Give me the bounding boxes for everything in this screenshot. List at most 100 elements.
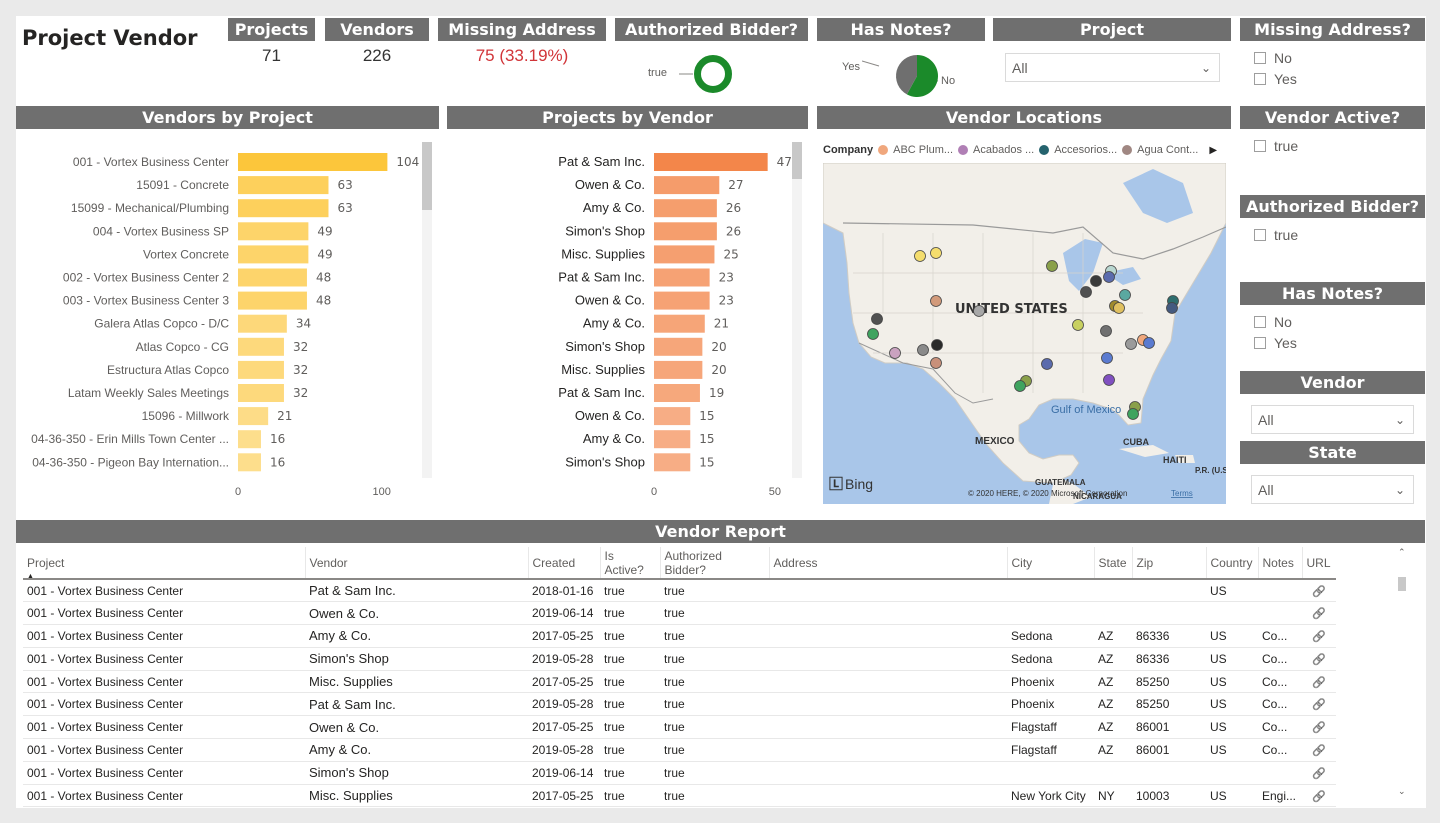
column-header[interactable]: Vendor: [304, 547, 528, 580]
vendors-by-project-scrollbar[interactable]: [422, 142, 432, 478]
has-notes-option-no[interactable]: No: [1254, 314, 1292, 330]
bar[interactable]: [238, 268, 307, 287]
table-cell: 86001: [1132, 715, 1206, 740]
bar[interactable]: [238, 360, 284, 379]
map-bubbles[interactable]: [867, 247, 1179, 420]
state-dropdown[interactable]: All ⌄: [1251, 475, 1414, 504]
legend-item[interactable]: Acabados ...: [973, 144, 1035, 156]
scrollbar-thumb[interactable]: [792, 142, 802, 179]
column-header[interactable]: City: [1006, 547, 1094, 580]
bar[interactable]: [238, 430, 261, 449]
vendor-report-scrollbar[interactable]: ⌃ ⌄: [1397, 547, 1407, 797]
bar[interactable]: [654, 407, 691, 426]
column-header[interactable]: Zip: [1131, 547, 1206, 580]
has-notes-option-yes[interactable]: Yes: [1254, 335, 1297, 351]
project-dropdown[interactable]: All ⌄: [1005, 53, 1220, 82]
vendor-active-option-true[interactable]: true: [1254, 138, 1298, 154]
bar[interactable]: [654, 291, 710, 310]
table-row[interactable]: 001 - Vortex Business Center Misc. Suppli…: [23, 670, 1336, 694]
vendor-locations-map[interactable]: UNITED STATES Gulf of Mexico MEXICO CUBA…: [823, 163, 1226, 504]
bar[interactable]: [238, 314, 287, 333]
column-header[interactable]: Country: [1205, 547, 1258, 580]
table-row[interactable]: 001 - Vortex Business Center Amy & Co. 201…: [23, 624, 1336, 648]
link-icon[interactable]: 🔗: [1312, 699, 1326, 712]
checkbox-icon[interactable]: [1254, 140, 1266, 152]
link-icon[interactable]: 🔗: [1312, 608, 1326, 621]
bar[interactable]: [654, 199, 717, 218]
bar[interactable]: [654, 222, 717, 241]
checkbox-icon[interactable]: [1254, 73, 1266, 85]
scrollbar-thumb[interactable]: [422, 142, 432, 210]
bar[interactable]: [654, 360, 703, 379]
legend-item[interactable]: Agua Cont...: [1137, 144, 1199, 156]
checkbox-icon[interactable]: [1254, 229, 1266, 241]
bar[interactable]: [654, 245, 715, 264]
checkbox-icon[interactable]: [1254, 316, 1266, 328]
vendor-dropdown-value: All: [1258, 412, 1274, 428]
sort-ascending-icon[interactable]: ▲: [27, 573, 34, 580]
legend-item[interactable]: ABC Plum...: [893, 144, 954, 156]
table-cell: true: [600, 761, 660, 785]
bar[interactable]: [238, 199, 329, 218]
projects-by-vendor-scrollbar[interactable]: [792, 142, 802, 478]
column-header[interactable]: Project ▲: [23, 547, 305, 580]
bar[interactable]: [238, 337, 284, 356]
missing-address-option-yes[interactable]: Yes: [1254, 71, 1297, 87]
bar[interactable]: [238, 245, 309, 264]
link-icon[interactable]: 🔗: [1312, 676, 1326, 689]
table-row[interactable]: 001 - Vortex Business Center Owen & Co. 20…: [23, 715, 1336, 740]
map-bubble: [889, 347, 901, 359]
bar[interactable]: [654, 430, 691, 449]
legend-item[interactable]: Accesorios...: [1054, 144, 1118, 156]
missing-address-option-no[interactable]: No: [1254, 50, 1292, 66]
bar[interactable]: [654, 176, 720, 195]
column-header[interactable]: Notes: [1257, 547, 1302, 580]
bar[interactable]: [654, 153, 768, 171]
vendor-dropdown[interactable]: All ⌄: [1251, 405, 1414, 434]
legend-next-arrow-icon[interactable]: ▶: [1209, 144, 1218, 156]
link-icon[interactable]: 🔗: [1312, 722, 1326, 735]
column-header[interactable]: URL: [1301, 547, 1336, 580]
link-icon[interactable]: 🔗: [1312, 585, 1326, 598]
scrollbar-thumb[interactable]: [1398, 577, 1406, 591]
map-terms-link[interactable]: Terms: [1171, 489, 1193, 498]
link-icon[interactable]: 🔗: [1312, 790, 1326, 803]
column-header[interactable]: Created: [527, 547, 600, 580]
authorized-bidder-option-true[interactable]: true: [1254, 227, 1298, 243]
checkbox-icon[interactable]: [1254, 52, 1266, 64]
link-icon[interactable]: 🔗: [1312, 653, 1326, 666]
notes-pie-chart[interactable]: [862, 48, 942, 98]
checkbox-icon[interactable]: [1254, 337, 1266, 349]
bar[interactable]: [238, 407, 269, 426]
table-row[interactable]: 001 - Vortex Business Center Simon's Shop…: [23, 647, 1336, 671]
bar[interactable]: [238, 291, 307, 310]
bar[interactable]: [238, 222, 309, 241]
table-row[interactable]: 001 - Vortex Business Center Pat & Sam In…: [23, 579, 1336, 603]
bar[interactable]: [238, 453, 261, 472]
table-row[interactable]: 001 - Vortex Business Center Misc. Suppli…: [23, 784, 1336, 808]
table-row[interactable]: 001 - Vortex Business Center Owen & Co. 20…: [23, 601, 1336, 626]
map-label-pr: P.R. (U.S.): [1195, 466, 1226, 475]
column-header[interactable]: Address: [768, 547, 1007, 580]
scroll-up-icon[interactable]: ⌃: [1398, 547, 1406, 557]
bar[interactable]: [654, 384, 700, 402]
bar[interactable]: [238, 384, 284, 402]
table-row[interactable]: 001 - Vortex Business Center Pat & Sam In…: [23, 692, 1336, 717]
column-header[interactable]: State: [1093, 547, 1132, 580]
link-icon[interactable]: 🔗: [1312, 744, 1326, 757]
bar[interactable]: [654, 337, 703, 356]
column-header[interactable]: Is Active?: [599, 547, 660, 580]
table-cell: AZ: [1094, 692, 1132, 717]
authorized-donut-chart[interactable]: [671, 52, 741, 96]
bar[interactable]: [654, 453, 691, 472]
link-icon[interactable]: 🔗: [1312, 767, 1326, 780]
table-row[interactable]: 001 - Vortex Business Center Simon's Shop…: [23, 761, 1336, 785]
bar[interactable]: [654, 314, 705, 333]
bar[interactable]: [238, 176, 329, 195]
bar[interactable]: [654, 268, 710, 287]
bar[interactable]: [238, 153, 388, 171]
table-row[interactable]: 001 - Vortex Business Center Amy & Co. 201…: [23, 738, 1336, 762]
column-header[interactable]: Authorized Bidder?: [659, 547, 769, 580]
link-icon[interactable]: 🔗: [1312, 630, 1326, 643]
scroll-down-icon[interactable]: ⌄: [1398, 786, 1406, 796]
